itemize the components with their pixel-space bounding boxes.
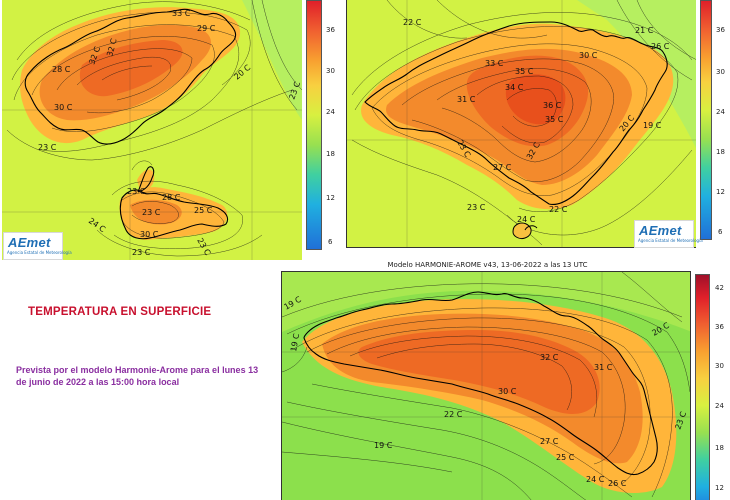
contour-label: 35 C: [515, 67, 534, 76]
map-panel-mallorca: 22 C 21 C 26 C 30 C 33 C 35 C 34 C 31 C …: [346, 0, 696, 248]
contour-label: 26 C: [651, 42, 670, 51]
contour-label: 31 C: [457, 95, 476, 104]
contour-label: 22 C: [403, 18, 422, 27]
model-title: Modelo HARMONIE-AROME v43, 13-06-2022 a …: [387, 261, 588, 269]
colorbar-tick: 30: [716, 68, 725, 76]
logo-subtext: Agencia Estatal de Meteorología: [638, 238, 703, 243]
contour-label: 35 C: [545, 115, 564, 124]
contour-label: 23 C: [38, 143, 57, 152]
logo-subtext: Agencia Estatal de Meteorología: [7, 250, 72, 255]
contour-label: 25 C: [556, 453, 575, 462]
colorbar-tick: 24: [326, 108, 335, 116]
contour-label: 23 C: [132, 248, 151, 257]
page-title: TEMPERATURA EN SUPERFICIE: [28, 306, 212, 318]
colorbar-tick: 30: [715, 362, 724, 370]
colorbar-tick: 24: [715, 402, 724, 410]
colorbar-tick: 18: [326, 150, 335, 158]
contour-label: 30 C: [579, 51, 598, 60]
contour-label: 19 C: [374, 441, 393, 450]
contour-label: 24 C: [517, 215, 536, 224]
contour-label: 27 C: [493, 163, 512, 172]
contour-label: 34 C: [505, 83, 524, 92]
colorbar-tick: 12: [716, 188, 725, 196]
colorbar-mallorca: [700, 0, 712, 240]
temperature-map-pitiusas: 33 C 29 C 32 C 32 C 28 C 20 C 23 C 30 C …: [2, 0, 302, 260]
contour-label: 19 C: [289, 332, 301, 352]
contour-label: 33 C: [172, 9, 191, 18]
temperature-map-menorca: 19 C 19 C 20 C 32 C 31 C 30 C 22 C 19 C …: [282, 272, 690, 500]
contour-label: 33 C: [485, 59, 504, 68]
aemet-logo: AEmet Agencia Estatal de Meteorología: [634, 220, 703, 248]
contour-label: 29 C: [197, 24, 216, 33]
colorbar-tick: 12: [715, 484, 724, 492]
contour-label: 22 C: [444, 410, 463, 419]
contour-label: 28 C: [162, 193, 181, 202]
contour-label: 36 C: [543, 101, 562, 110]
contour-label: 27 C: [540, 437, 559, 446]
contour-label: 32 C: [540, 353, 559, 362]
temperature-map-mallorca: 22 C 21 C 26 C 30 C 33 C 35 C 34 C 31 C …: [347, 0, 696, 247]
colorbar-tick: 18: [716, 148, 725, 156]
colorbar-tick: 36: [715, 323, 724, 331]
contour-label: 31 C: [594, 363, 613, 372]
colorbar-tick: 36: [326, 26, 335, 34]
contour-label: 28 C: [52, 65, 71, 74]
colorbar-tick: 24: [716, 108, 725, 116]
colorbar-pitiusas: [306, 0, 322, 250]
contour-label: 21 C: [635, 26, 654, 35]
colorbar-tick: 12: [326, 194, 335, 202]
contour-label: 30 C: [140, 230, 159, 239]
colorbar-menorca: [695, 274, 710, 500]
map-panel-pitiusas: 33 C 29 C 32 C 32 C 28 C 20 C 23 C 30 C …: [2, 0, 302, 260]
colorbar-tick: 42: [715, 284, 724, 292]
colorbar-tick: 30: [326, 67, 335, 75]
colorbar-tick: 6: [328, 238, 333, 246]
contour-label: 23 C: [142, 208, 161, 217]
contour-label: 24 C: [586, 475, 605, 484]
contour-label: 19 C: [643, 121, 662, 130]
contour-label: 23 C: [467, 203, 486, 212]
contour-label: 23 C: [127, 187, 146, 196]
colorbar-tick: 18: [715, 444, 724, 452]
contour-label: 30 C: [498, 387, 517, 396]
logo-text: AEmet: [639, 223, 682, 238]
contour-label: 30 C: [54, 103, 73, 112]
forecast-description: Prevista por el modelo Harmonie-Arome pa…: [16, 365, 259, 387]
map-panel-menorca: 19 C 19 C 20 C 32 C 31 C 30 C 22 C 19 C …: [281, 271, 691, 500]
aemet-logo: AEmet Agencia Estatal de Meteorología: [3, 232, 72, 260]
contour-label: 25 C: [194, 206, 213, 215]
contour-label: 26 C: [608, 479, 627, 488]
contour-label: 22 C: [549, 205, 568, 214]
logo-text: AEmet: [8, 235, 51, 250]
colorbar-tick: 6: [718, 228, 723, 236]
colorbar-tick: 36: [716, 26, 725, 34]
